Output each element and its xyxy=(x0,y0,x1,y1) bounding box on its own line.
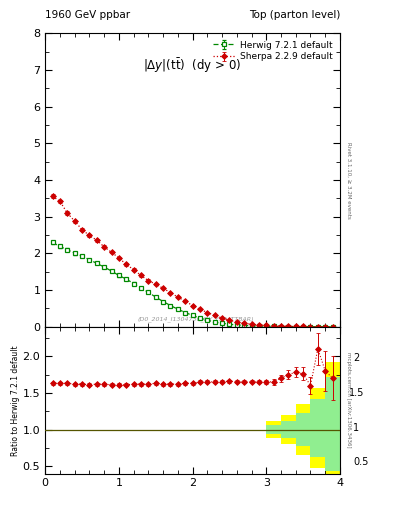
Text: Rivet 3.1.10, ≥ 3.2M events: Rivet 3.1.10, ≥ 3.2M events xyxy=(346,142,351,219)
Text: 1960 GeV ppbar: 1960 GeV ppbar xyxy=(45,10,130,20)
Text: mcplots.cern.ch [arXiv:1306.3436]: mcplots.cern.ch [arXiv:1306.3436] xyxy=(346,352,351,448)
Text: $|\Delta y|(\mathrm{t\bar{t}})$  (dy > 0): $|\Delta y|(\mathrm{t\bar{t}})$ (dy > 0) xyxy=(143,57,242,75)
Legend: Herwig 7.2.1 default, Sherpa 2.2.9 default: Herwig 7.2.1 default, Sherpa 2.2.9 defau… xyxy=(210,38,336,64)
Text: 0.5: 0.5 xyxy=(353,457,369,467)
Text: 1: 1 xyxy=(353,423,359,433)
Text: (D0_2014_I1304736_DY_FSA_TTBAR): (D0_2014_I1304736_DY_FSA_TTBAR) xyxy=(138,317,255,323)
Text: 2: 2 xyxy=(353,353,360,362)
Y-axis label: Ratio to Herwig 7.2.1 default: Ratio to Herwig 7.2.1 default xyxy=(11,345,20,456)
Text: Top (parton level): Top (parton level) xyxy=(248,10,340,20)
Text: 1.5: 1.5 xyxy=(349,388,364,398)
